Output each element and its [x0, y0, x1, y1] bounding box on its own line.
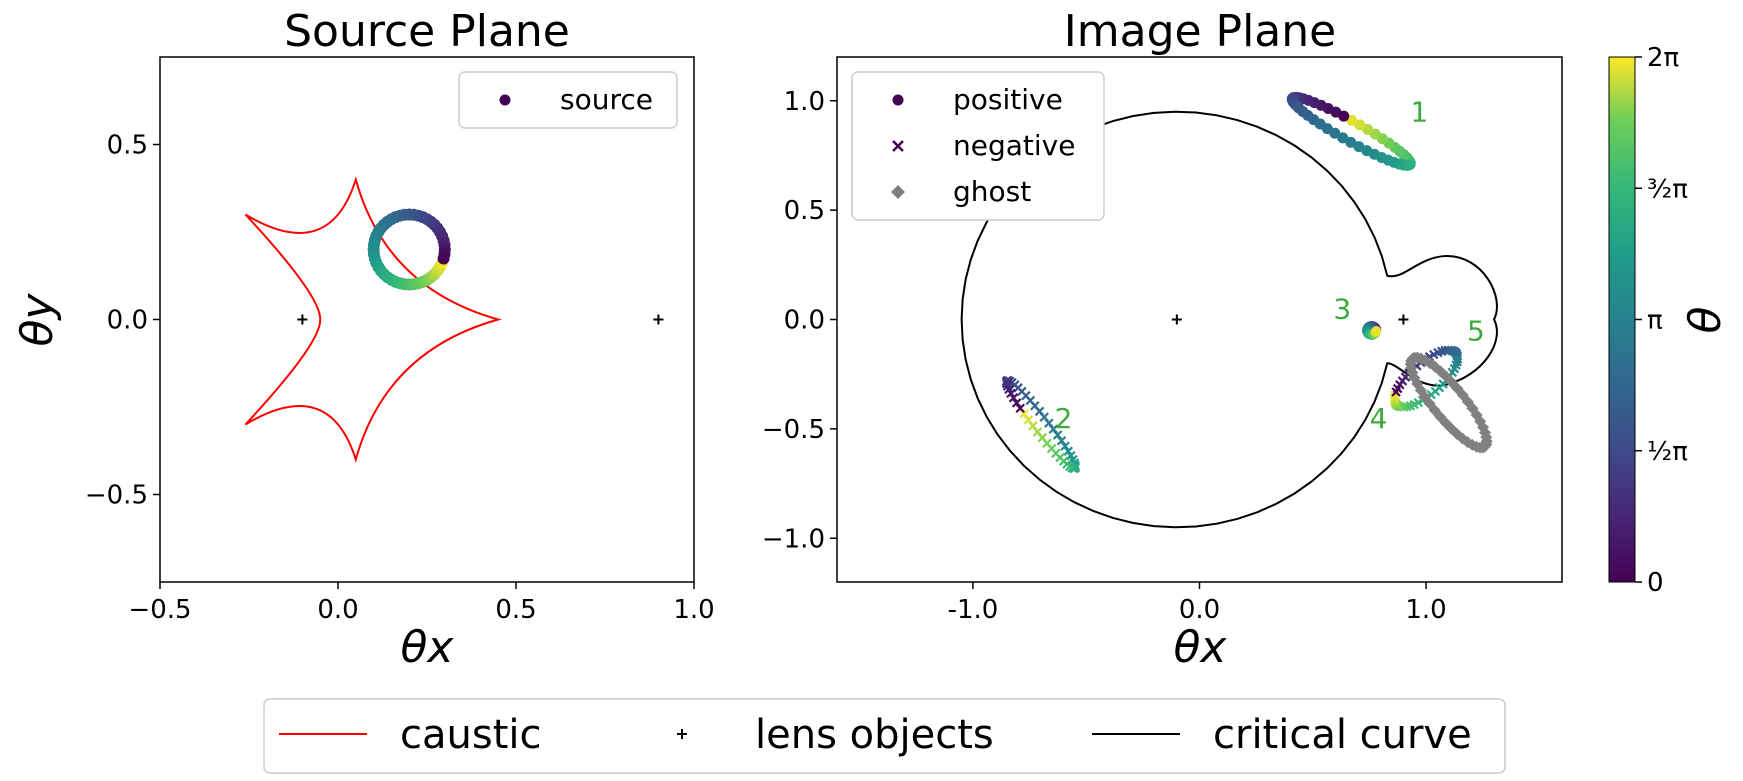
- negative-image-point: [1011, 398, 1022, 408]
- source-legend-label: source: [560, 83, 653, 116]
- negative-image-point: [1060, 441, 1070, 451]
- ghost-image-point: [1480, 438, 1493, 451]
- colorbar: 0 ½π π ³⁄₂π 2π θ: [1608, 43, 1731, 598]
- negative-legend-marker: [892, 140, 904, 152]
- negative-image-point: [1048, 424, 1059, 434]
- positive-image-point: [1346, 114, 1358, 126]
- source-plane-frame: [159, 56, 695, 583]
- negative-image-point: [1015, 403, 1026, 414]
- negative-image-point: [1001, 376, 1012, 387]
- image-legend-box: [851, 71, 1105, 221]
- source-ytick-label: −0.5: [85, 481, 148, 511]
- negative-image-point: [1063, 446, 1074, 456]
- negative-image-point: [1019, 409, 1029, 419]
- positive-image-point: [1403, 159, 1415, 171]
- colorbar-tick-label: 0: [1647, 568, 1664, 598]
- source-xtick-label: 1.0: [673, 595, 714, 625]
- negative-image-point: [1008, 393, 1019, 403]
- positive-legend-label: positive: [953, 83, 1063, 116]
- negative-image-point: [1052, 430, 1063, 440]
- ghost-legend-marker: [891, 185, 905, 199]
- image-xtick-label: 0.0: [1179, 595, 1220, 625]
- source-xtick-label: 0.0: [317, 595, 358, 625]
- lens-objects-legend-label: lens objects: [755, 712, 994, 758]
- figure-legend-box: [263, 698, 1506, 774]
- lens-objects-legend-marker: [677, 729, 687, 739]
- image-plane-data: 1 2 3 4 5: [960, 91, 1498, 529]
- ghost-legend-label: ghost: [953, 175, 1031, 208]
- negative-image-point: [1001, 378, 1012, 389]
- source-plane-title: Source Plane: [284, 6, 570, 57]
- image-ytick-label: −1.0: [762, 524, 825, 554]
- source-plane-xlabel: θx: [401, 622, 455, 673]
- positive-legend-marker: [892, 94, 904, 106]
- positive-image-point: [1337, 132, 1349, 144]
- image-xtick-label: -1.0: [948, 595, 999, 625]
- source-point: [438, 248, 451, 261]
- colorbar-label: θ: [1680, 306, 1731, 333]
- source-plane-panel: Source Plane −0.5 0.0 0.5 1.0−0.50.00.5 θx …: [12, 6, 715, 673]
- colorbar-tick-label: ½π: [1647, 437, 1688, 467]
- negative-image-point: [1448, 346, 1459, 356]
- image-ytick-label: 0.0: [784, 306, 825, 336]
- image-number-label: 2: [1055, 402, 1073, 435]
- image-ytick-label: 0.5: [784, 196, 825, 226]
- negative-image-point: [1023, 415, 1034, 425]
- positive-image-point: [1371, 326, 1382, 337]
- image-plane-title: Image Plane: [1064, 6, 1336, 57]
- source-xtick-label: 0.5: [495, 595, 536, 625]
- source-legend: source: [458, 71, 678, 129]
- source-plane-ticks: −0.5 0.0 0.5 1.0 −0.5 0.0 0.5: [85, 131, 715, 626]
- image-plane-xlabel: θx: [1174, 622, 1228, 673]
- negative-image-point: [1056, 435, 1067, 446]
- image-number-label: 3: [1333, 293, 1351, 326]
- image-ytick-label: −0.5: [762, 415, 825, 445]
- lens-object-marker: [297, 314, 308, 325]
- colorbar-tick-label: π: [1647, 306, 1663, 336]
- image-legend: positive negative ghost: [851, 71, 1105, 221]
- image-plane-frame: [836, 56, 1563, 583]
- image-number-label: 5: [1467, 314, 1485, 347]
- positive-image-point: [1354, 119, 1366, 131]
- source-plane-data: [244, 175, 664, 464]
- source-legend-marker: [499, 94, 511, 106]
- lens-object-marker: [653, 314, 664, 325]
- source-ytick-label: 0.0: [107, 306, 148, 336]
- lens-object-marker: [1398, 314, 1409, 325]
- colorbar-ticks: 0 ½π π ³⁄₂π 2π: [1635, 43, 1688, 598]
- source-ytick-label: 0.5: [107, 131, 148, 161]
- source-plane-ylabel: θy: [12, 293, 63, 347]
- caustic-curve: [244, 175, 502, 464]
- lens-object-marker: [1171, 314, 1182, 325]
- image-number-label: 1: [1410, 96, 1428, 129]
- image-ytick-label: 1.0: [784, 87, 825, 117]
- colorbar-tick-label: ³⁄₂π: [1647, 174, 1688, 204]
- image-plane-panel: Image Plane -1.0 0.0 1.0−1.0−0.50.00.51.0 …: [762, 6, 1563, 673]
- negative-image-point: [1446, 345, 1457, 356]
- image-number-label: 4: [1370, 402, 1388, 435]
- source-legend-box: [458, 71, 678, 129]
- figure-legend: caustic lens objects critical curve: [263, 698, 1506, 774]
- colorbar-gradient: [1608, 56, 1636, 583]
- critical-curve-legend-label: critical curve: [1213, 712, 1472, 758]
- negative-legend-label: negative: [953, 129, 1075, 162]
- image-xtick-label: 1.0: [1405, 595, 1446, 625]
- source-xtick-label: −0.5: [128, 595, 191, 625]
- image-plane-ticks: -1.0 0.0 1.0 −1.0 −0.5 0.0 0.5 1.0: [762, 87, 1447, 625]
- caustic-legend-label: caustic: [400, 712, 541, 758]
- colorbar-tick-label: 2π: [1647, 43, 1679, 73]
- positive-image-point: [1345, 136, 1357, 148]
